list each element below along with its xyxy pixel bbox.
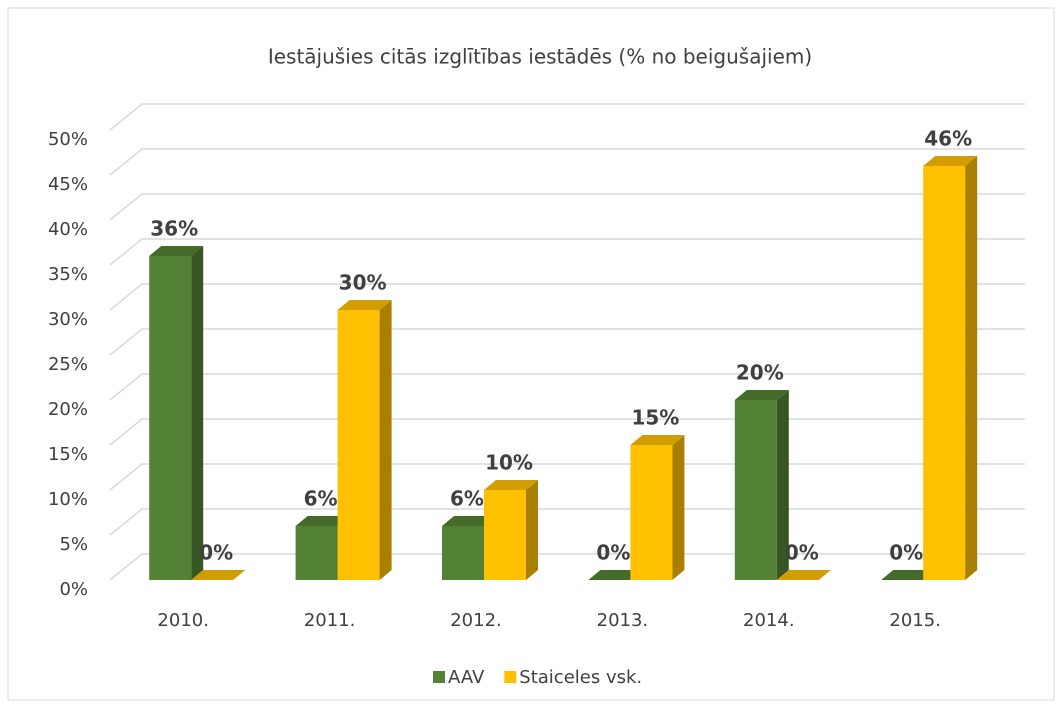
legend-swatch xyxy=(504,671,517,683)
data-label: 0% xyxy=(889,541,923,565)
bar xyxy=(734,390,789,580)
y-tick-label: 30% xyxy=(48,309,88,330)
x-tick-label: 2011. xyxy=(304,610,356,631)
bar-front xyxy=(923,166,966,580)
y-tick-label: 50% xyxy=(48,129,88,150)
grid-line xyxy=(109,508,1025,536)
chart-title: Iestājušies citās izglītības iestādēs (%… xyxy=(268,45,812,69)
grid-line xyxy=(109,103,1025,131)
data-label: 0% xyxy=(785,541,819,565)
bar-top xyxy=(923,156,978,166)
y-tick-label: 40% xyxy=(48,219,88,240)
data-label: 6% xyxy=(450,487,484,511)
data-label: 15% xyxy=(631,406,679,430)
grid-line xyxy=(109,283,1025,311)
bar-front xyxy=(442,526,484,580)
bar-top xyxy=(337,300,392,310)
y-tick-label: 20% xyxy=(48,399,88,420)
bar-top xyxy=(149,246,204,256)
data-label: 0% xyxy=(199,541,233,565)
data-label: 6% xyxy=(304,487,338,511)
bar xyxy=(776,570,831,580)
grid-line xyxy=(109,553,1025,581)
grid-line xyxy=(109,193,1025,221)
legend-label: Staiceles vsk. xyxy=(519,667,642,688)
y-tick-label: 45% xyxy=(48,174,88,195)
bar-top xyxy=(630,435,685,445)
bar-side xyxy=(965,156,978,580)
grid-line xyxy=(109,373,1025,401)
bar-top xyxy=(881,570,936,580)
grid-line xyxy=(109,238,1025,266)
data-label: 10% xyxy=(485,451,533,475)
y-tick-label: 5% xyxy=(59,534,88,555)
bar-top xyxy=(484,480,538,490)
x-tick-label: 2013. xyxy=(597,610,649,631)
bar xyxy=(337,300,392,580)
bar xyxy=(881,570,936,580)
x-tick-label: 2010. xyxy=(157,610,209,631)
bar-front xyxy=(484,490,526,580)
x-tick-label: 2015. xyxy=(889,610,941,631)
bar xyxy=(588,570,643,580)
data-label: 0% xyxy=(596,541,630,565)
y-tick-label: 25% xyxy=(48,354,88,375)
data-label: 20% xyxy=(736,361,784,385)
bar-front xyxy=(295,526,338,580)
y-tick-label: 15% xyxy=(48,444,88,465)
bar-front xyxy=(630,445,673,580)
bar-top xyxy=(442,516,496,526)
y-tick-label: 10% xyxy=(48,489,88,510)
bar-top xyxy=(191,570,246,580)
bar-top xyxy=(295,516,350,526)
bar-front xyxy=(734,400,777,580)
bar-top xyxy=(776,570,831,580)
bar-side xyxy=(526,480,538,580)
x-tick-label: 2012. xyxy=(450,610,502,631)
grid-line xyxy=(109,148,1025,176)
x-tick-label: 2014. xyxy=(743,610,795,631)
bar-side xyxy=(776,390,789,580)
grid-line xyxy=(109,418,1025,446)
data-label: 46% xyxy=(924,127,972,151)
bar-side xyxy=(191,246,204,580)
bar-top xyxy=(734,390,789,400)
bar xyxy=(923,156,978,580)
bar xyxy=(484,480,538,580)
data-label: 36% xyxy=(150,217,198,241)
bar-front xyxy=(149,256,192,580)
bar-side xyxy=(672,435,685,580)
y-tick-label: 35% xyxy=(48,264,88,285)
legend-swatch xyxy=(433,671,445,683)
data-label: 30% xyxy=(339,271,387,295)
bar xyxy=(149,246,204,580)
y-tick-label: 0% xyxy=(59,579,88,600)
bar-front xyxy=(337,310,380,580)
bar-side xyxy=(379,300,392,580)
bar xyxy=(630,435,685,580)
legend-label: AAV xyxy=(448,667,485,688)
bar-top xyxy=(588,570,643,580)
grid-line xyxy=(109,328,1025,356)
grid-line xyxy=(109,463,1025,491)
bar xyxy=(191,570,246,580)
